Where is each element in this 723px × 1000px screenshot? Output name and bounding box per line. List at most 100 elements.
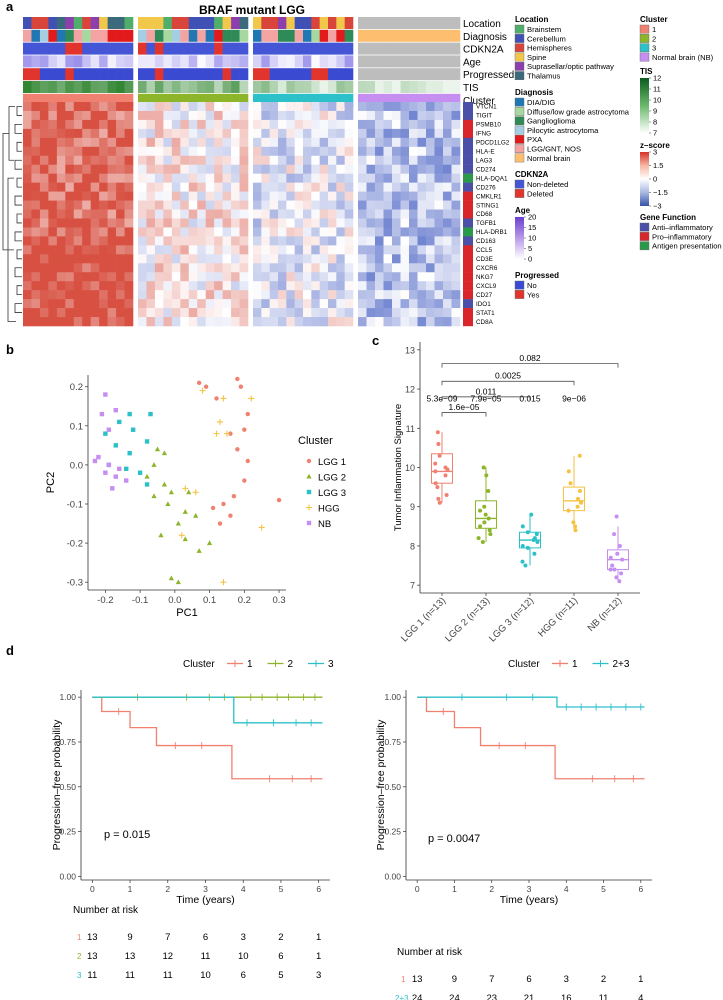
legend-label: 1	[247, 659, 253, 670]
heatmap-cell	[261, 110, 270, 121]
annotation-cell	[261, 29, 270, 42]
data-point	[478, 524, 483, 529]
risk-table-value: 1	[316, 932, 321, 943]
heatmap-cell	[124, 218, 134, 228]
heatmap-cell	[375, 102, 384, 112]
gene-function-cell	[463, 317, 473, 327]
data-point	[566, 469, 571, 474]
heatmap-cell	[65, 110, 75, 121]
heatmap-cell	[319, 164, 329, 174]
heatmap-cell	[146, 254, 156, 264]
heatmap-cell	[278, 191, 287, 201]
location-legend-label: Thalamus	[527, 72, 561, 81]
heatmap-cell	[205, 137, 215, 148]
heatmap-cell	[138, 227, 147, 237]
heatmap-cell	[116, 209, 125, 219]
annotation-cell	[336, 93, 345, 107]
heatmap-cell	[417, 290, 427, 300]
annotation-cell	[205, 55, 215, 68]
x-tick-label: LGG 1 (n=13)	[399, 595, 448, 644]
heatmap-cell	[253, 102, 262, 112]
progressed-legend-label: No	[527, 281, 537, 290]
annotation-cell	[409, 55, 418, 68]
annotation-cell	[358, 29, 367, 42]
heatmap-cell	[205, 227, 215, 237]
heatmap-cell	[451, 137, 461, 148]
heatmap-cell	[116, 173, 125, 183]
heatmap-cell	[171, 290, 181, 300]
heatmap-cell	[31, 236, 41, 246]
y-tick-label: 12	[405, 385, 415, 395]
annotation-cell	[358, 93, 367, 107]
data-point	[617, 543, 622, 548]
annotation-cell	[39, 55, 49, 68]
heatmap-cell	[73, 128, 83, 139]
heatmap-cell	[197, 299, 206, 309]
heatmap-cell	[154, 245, 164, 255]
location-legend-label: Hemispheres	[527, 44, 572, 53]
heatmap-cell	[146, 272, 156, 282]
heatmap-cell	[451, 200, 461, 210]
heatmap-cell	[417, 245, 427, 255]
heatmap-cell	[73, 254, 83, 264]
data-point	[520, 524, 525, 529]
gene-function-cell	[463, 173, 473, 183]
annotation-cell	[434, 29, 444, 42]
heatmap-cell	[278, 137, 287, 148]
heatmap-cell	[311, 281, 320, 291]
annotation-cell	[366, 68, 376, 81]
heatmap-cell	[294, 182, 304, 192]
heatmap-cell	[417, 299, 427, 309]
heatmap-cell	[31, 173, 41, 183]
heatmap-cell	[375, 191, 384, 201]
annotation-cell	[73, 42, 83, 55]
gene-label: CD8A	[476, 319, 494, 326]
heatmap-cell	[116, 128, 125, 139]
risk-table-value: 2	[601, 974, 606, 985]
heatmap-cell	[116, 308, 125, 318]
annotation-cell	[56, 55, 66, 68]
heatmap-cell	[336, 191, 345, 201]
heatmap-cell	[231, 209, 240, 219]
annotation-row-label: Cluster	[463, 96, 495, 107]
heatmap-cell	[90, 110, 100, 121]
p-value: p = 0.015	[104, 829, 150, 841]
heatmap-cell	[214, 182, 223, 192]
heatmap-cell	[163, 155, 173, 166]
heatmap-cell	[116, 227, 125, 237]
heatmap-cell	[451, 227, 461, 237]
heatmap-cell	[366, 299, 376, 309]
heatmap-cell	[188, 254, 198, 264]
heatmap-cell	[124, 290, 134, 300]
heatmap-cell	[319, 290, 329, 300]
heatmap-cell	[239, 245, 249, 255]
heatmap-cell	[426, 218, 435, 228]
heatmap-cell	[286, 182, 295, 192]
annotation-cell	[294, 68, 304, 81]
heatmap-cell	[409, 110, 418, 121]
heatmap-cell	[231, 299, 240, 309]
heatmap-cell	[197, 128, 206, 139]
heatmap-cell	[366, 164, 376, 174]
heatmap-cell	[39, 146, 49, 157]
heatmap-cell	[344, 191, 354, 201]
heatmap-cell	[205, 102, 215, 112]
heatmap-cell	[124, 254, 134, 264]
heatmap-cell	[116, 290, 125, 300]
age-legend-tick-label: 15	[528, 223, 536, 232]
heatmap-cell	[146, 218, 156, 228]
heatmap-cell	[409, 263, 418, 273]
heatmap-cell	[82, 236, 91, 246]
heatmap-cell	[99, 245, 108, 255]
heatmap-cell	[154, 209, 164, 219]
gene-label: PSMB10	[476, 122, 501, 129]
annotation-cell	[116, 42, 125, 55]
heatmap-cell	[107, 155, 117, 166]
data-point	[612, 532, 617, 537]
heatmap-cell	[23, 281, 32, 291]
data-point	[148, 411, 153, 417]
heatmap-cell	[82, 299, 91, 309]
heatmap-cell	[294, 317, 304, 327]
heatmap-cell	[188, 299, 198, 309]
heatmap-cell	[82, 209, 91, 219]
